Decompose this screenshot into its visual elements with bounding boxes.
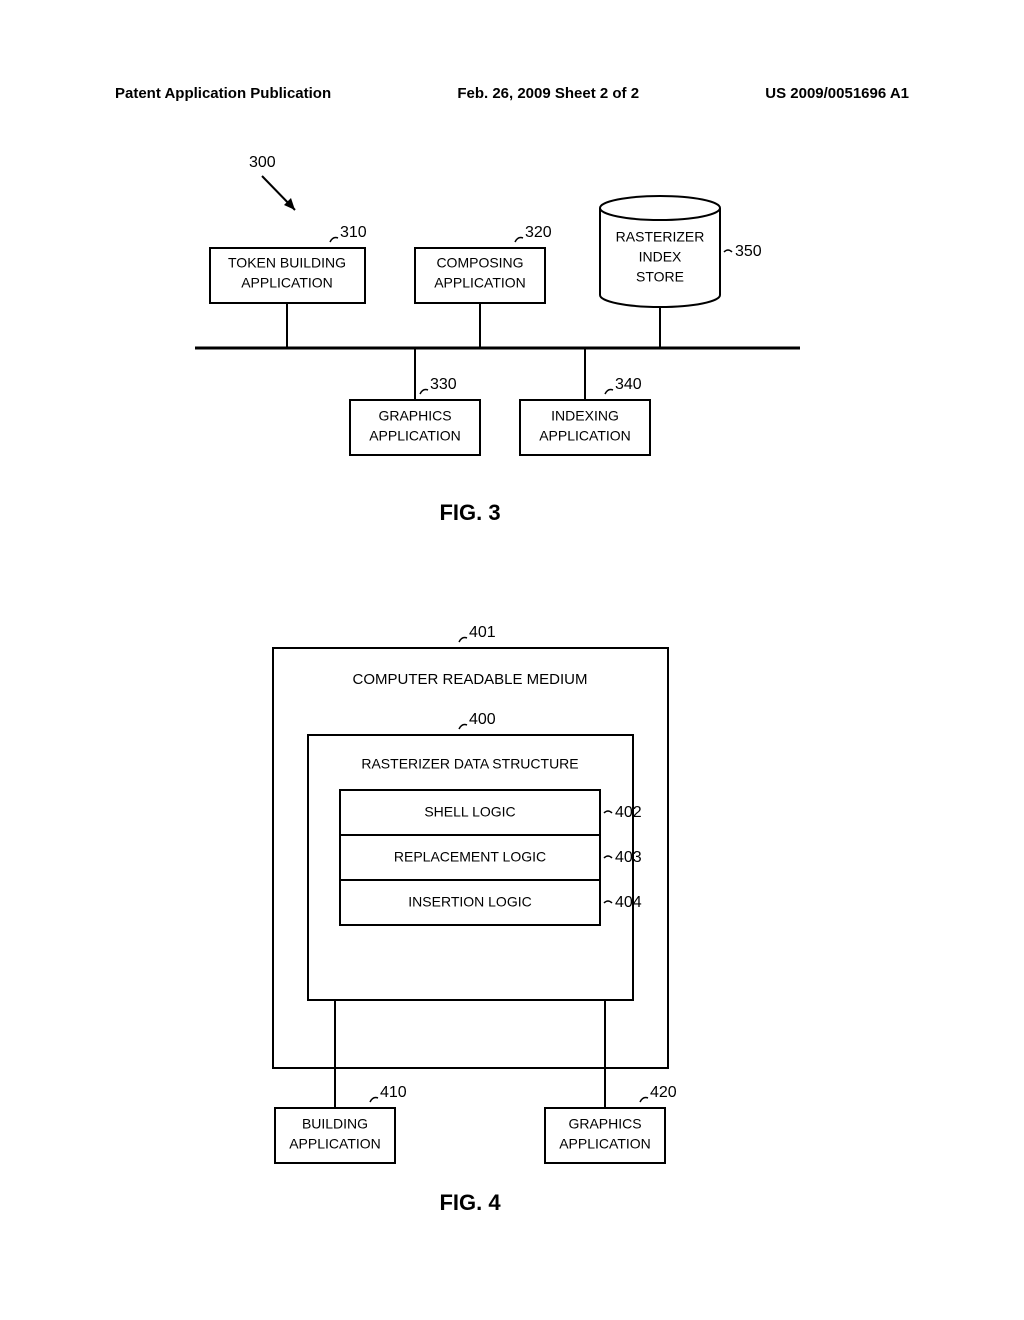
cylinder-350: RASTERIZER INDEX STORE 350	[600, 196, 762, 348]
label-402: SHELL LOGIC	[424, 804, 515, 820]
row-404: INSERTION LOGIC 404	[340, 880, 642, 925]
ref-404-tick	[604, 901, 612, 903]
row-402: SHELL LOGIC 402	[340, 790, 642, 835]
box-420-line1: GRAPHICS	[568, 1116, 641, 1132]
box-330-line1: GRAPHICS	[378, 408, 451, 424]
box-320-line1: COMPOSING	[436, 255, 523, 271]
ref-350: 350	[735, 243, 762, 260]
ref-410: 410	[380, 1084, 407, 1101]
ref-404: 404	[615, 894, 642, 911]
fig4-title: FIG. 4	[439, 1190, 501, 1215]
ref-300: 300	[249, 154, 276, 171]
box-310-line1: TOKEN BUILDING	[228, 255, 346, 271]
label-400: RASTERIZER DATA STRUCTURE	[361, 756, 578, 772]
box-330: GRAPHICS APPLICATION 330	[350, 348, 480, 455]
box-340-line1: INDEXING	[551, 408, 619, 424]
cyl-350-line1: RASTERIZER	[616, 229, 705, 245]
ref-310-tick	[330, 238, 338, 243]
ref-402-tick	[604, 811, 612, 813]
ref-403: 403	[615, 849, 642, 866]
ref-330-tick	[420, 390, 428, 395]
ref-350-tick	[724, 250, 732, 252]
diagram-svg: 300 TOKEN BUILDING APPLICATION 310 COMPO…	[0, 0, 1024, 1320]
cyl-350-line3: STORE	[636, 269, 684, 285]
ref-420-tick	[640, 1098, 648, 1103]
ref-310: 310	[340, 224, 367, 241]
ref-420: 420	[650, 1084, 677, 1101]
ref-340-tick	[605, 390, 613, 395]
fig4: 401 COMPUTER READABLE MEDIUM 400 RASTERI…	[273, 624, 677, 1215]
fig3-title: FIG. 3	[439, 500, 500, 525]
box-320: COMPOSING APPLICATION 320	[415, 224, 552, 348]
ref-401: 401	[469, 624, 496, 641]
box-410-line2: APPLICATION	[289, 1136, 381, 1152]
box-400	[308, 735, 633, 1000]
box-330-line2: APPLICATION	[369, 428, 461, 444]
label-401: COMPUTER READABLE MEDIUM	[352, 671, 587, 688]
box-420-line2: APPLICATION	[559, 1136, 651, 1152]
box-340-line2: APPLICATION	[539, 428, 631, 444]
row-403: REPLACEMENT LOGIC 403	[340, 835, 642, 880]
ref-400-tick	[459, 725, 467, 730]
ref-330: 330	[430, 376, 457, 393]
ref-403-tick	[604, 856, 612, 858]
box-310-line2: APPLICATION	[241, 275, 333, 291]
page: Patent Application Publication Feb. 26, …	[0, 0, 1024, 1320]
box-410-line1: BUILDING	[302, 1116, 368, 1132]
box-310: TOKEN BUILDING APPLICATION 310	[210, 224, 367, 348]
ref-410-tick	[370, 1098, 378, 1103]
ref-400: 400	[469, 711, 496, 728]
box-320-line2: APPLICATION	[434, 275, 526, 291]
cyl-350-line2: INDEX	[639, 249, 682, 265]
ref-401-tick	[459, 638, 467, 643]
box-420: GRAPHICS APPLICATION 420	[545, 1068, 677, 1163]
fig3: 300 TOKEN BUILDING APPLICATION 310 COMPO…	[195, 154, 800, 525]
ref-320: 320	[525, 224, 552, 241]
ref-402: 402	[615, 804, 642, 821]
ref-340: 340	[615, 376, 642, 393]
label-404: INSERTION LOGIC	[408, 894, 531, 910]
ref-320-tick	[515, 238, 523, 243]
box-410: BUILDING APPLICATION 410	[275, 1068, 407, 1163]
label-403: REPLACEMENT LOGIC	[394, 849, 546, 865]
box-340: INDEXING APPLICATION 340	[520, 348, 650, 455]
